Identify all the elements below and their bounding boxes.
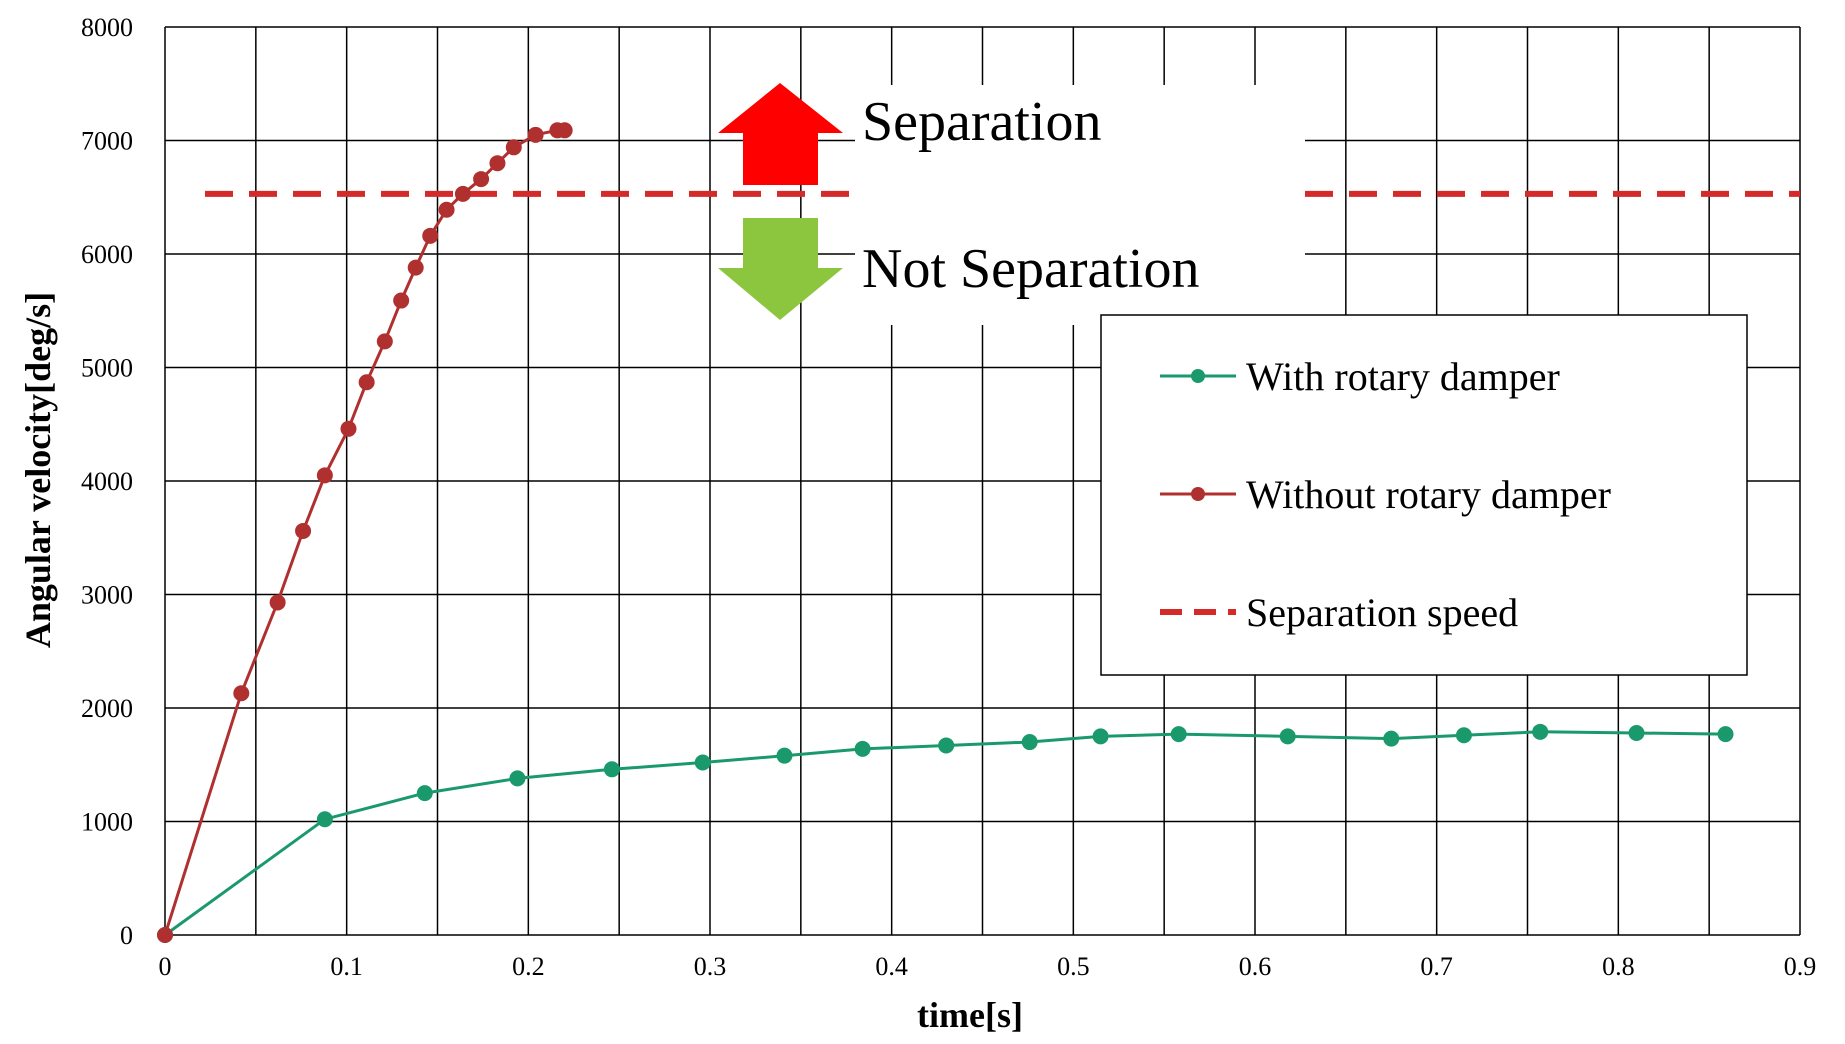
data-point-without-damper [316,467,333,484]
y-tick-label: 2000 [81,694,133,723]
data-point-with-damper [1717,726,1734,743]
data-point-with-damper [603,761,620,778]
data-point-without-damper [233,685,250,702]
data-point-with-damper [854,740,871,757]
x-tick-label: 0.7 [1420,952,1453,981]
legend-label-without-damper: Without rotary damper [1246,472,1611,517]
annotation-background [855,85,1305,325]
x-tick-label: 0.2 [512,952,545,981]
legend-marker-with-damper [1191,369,1205,383]
legend-item-with-damper: With rotary damper [1160,354,1560,399]
data-point-with-damper [776,747,793,764]
legend-label-separation-speed: Separation speed [1246,590,1518,635]
y-tick-label: 7000 [81,127,133,156]
separation-annotation-label: Separation [862,91,1101,153]
series-points [157,122,1734,943]
data-point-with-damper [1455,727,1472,744]
data-point-without-damper [340,420,357,437]
x-tick-label: 0.8 [1602,952,1635,981]
data-point-without-damper [422,227,439,244]
data-point-with-damper [416,785,433,802]
data-point-with-damper [1532,723,1549,740]
data-point-without-damper [527,126,544,143]
data-point-without-damper [393,292,410,309]
y-tick-labels: 0 1000 2000 3000 4000 5000 6000 7000 8000 [81,13,133,950]
y-axis-label: Angular velocity[deg/s] [18,292,58,648]
series-line-with-damper [164,730,1726,937]
x-tick-label: 0.1 [330,952,363,981]
data-point-with-damper [1279,728,1296,745]
data-point-without-damper [358,374,375,391]
data-point-with-damper [1170,726,1187,743]
legend-marker-without-damper [1191,487,1205,501]
not-separation-annotation-label: Not Separation [862,238,1199,300]
data-point-without-damper [489,155,506,172]
x-tick-label: 0 [159,952,172,981]
x-tick-label: 0.6 [1239,952,1272,981]
up-arrow-icon [718,83,843,185]
data-point-with-damper [694,754,711,771]
data-point-with-damper [509,770,526,787]
y-tick-label: 1000 [81,808,133,837]
data-point-without-damper [376,333,393,350]
x-tick-label: 0.5 [1057,952,1090,981]
data-point-without-damper [269,594,286,611]
data-point-without-damper [438,201,455,218]
y-tick-label: 5000 [81,354,133,383]
data-point-without-damper [556,122,573,139]
legend-item-without-damper: Without rotary damper [1160,472,1611,517]
y-tick-label: 0 [120,921,133,950]
x-tick-label: 0.3 [694,952,727,981]
data-point-without-damper [407,259,424,276]
data-point-with-damper [1021,734,1038,751]
data-point-with-damper [316,811,333,828]
y-tick-label: 4000 [81,467,133,496]
x-tick-label: 0.4 [875,952,908,981]
x-tick-label: 0.9 [1784,952,1817,981]
y-tick-label: 8000 [81,13,133,42]
x-tick-labels: 0 0.1 0.2 0.3 0.4 0.5 0.6 0.7 0.8 0.9 [159,952,1817,981]
x-axis-label: time[s] [917,995,1023,1035]
data-point-with-damper [1383,730,1400,747]
y-tick-label: 3000 [81,581,133,610]
data-point-without-damper [157,927,173,943]
legend: With rotary damper Without rotary damper… [1100,314,1748,676]
data-point-without-damper [454,185,471,202]
down-arrow-icon [718,218,843,320]
data-point-without-damper [505,139,522,156]
legend-item-separation-speed: Separation speed [1160,590,1518,635]
data-point-with-damper [938,737,955,754]
data-point-with-damper [1628,724,1645,741]
data-point-with-damper [1092,728,1109,745]
legend-label-with-damper: With rotary damper [1246,354,1560,399]
data-point-without-damper [473,171,490,188]
y-tick-label: 6000 [81,240,133,269]
separation-annotation: Separation Not Separation [718,83,1305,325]
data-point-without-damper [295,522,312,539]
